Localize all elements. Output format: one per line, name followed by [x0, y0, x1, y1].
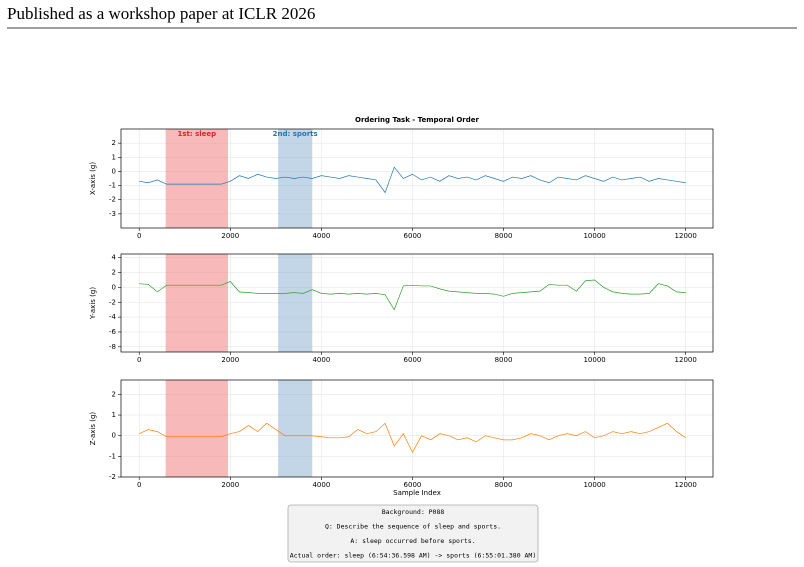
caption-line: Background: P088 — [382, 508, 445, 516]
caption-box — [287, 504, 539, 563]
shaded-span — [278, 380, 313, 477]
caption-line: Actual order: sleep (6:54:36.598 AM) -> … — [290, 552, 537, 560]
x-tick-label: 4000 — [312, 481, 330, 489]
y-tick-label: -2 — [109, 473, 116, 481]
x-axis-label: Sample Index — [393, 489, 441, 497]
y-tick-label: 0 — [112, 432, 116, 440]
data-line — [139, 422, 686, 453]
span-label: 1st: sleep — [177, 130, 216, 138]
x-tick-label: 8000 — [495, 232, 513, 240]
x-tick-label: 6000 — [404, 356, 422, 364]
y-tick-label: 2 — [112, 139, 116, 147]
y-tick-label: -2 — [109, 298, 116, 306]
y-tick-label: -1 — [109, 182, 116, 190]
y-tick-label: 1 — [112, 153, 116, 161]
x-tick-label: 12000 — [675, 481, 697, 489]
chart-title: Ordering Task - Temporal Order — [355, 116, 480, 124]
data-line — [139, 279, 686, 311]
caption-line: A: sleep occurred before sports. — [350, 537, 475, 545]
x-tick-label: 2000 — [221, 481, 239, 489]
y-tick-label: 0 — [112, 283, 116, 291]
y-axis-label: Y-axis (g) — [89, 287, 97, 320]
x-tick-label: 10000 — [583, 481, 605, 489]
caption-line: Q: Describe the sequence of sleep and sp… — [325, 523, 501, 531]
y-tick-label: 1 — [112, 411, 116, 419]
data-line — [139, 166, 686, 194]
plot-frame — [120, 379, 714, 478]
shaded-span — [165, 380, 229, 477]
y-tick-label: 2 — [112, 390, 116, 398]
y-tick-label: -2 — [109, 196, 116, 204]
x-tick-label: 2000 — [221, 232, 239, 240]
x-tick-label: 0 — [137, 481, 141, 489]
shaded-span — [165, 254, 229, 352]
shaded-span — [165, 129, 229, 228]
x-tick-label: 8000 — [495, 356, 513, 364]
y-tick-label: 4 — [112, 254, 117, 262]
x-tick-label: 8000 — [495, 481, 513, 489]
y-tick-label: 0 — [112, 167, 116, 175]
plot-frame — [120, 128, 714, 229]
y-tick-label: -1 — [109, 452, 116, 460]
x-tick-label: 10000 — [583, 356, 605, 364]
y-axis-label: X-axis (g) — [89, 162, 97, 195]
y-tick-label: -3 — [109, 210, 116, 218]
plot-frame — [120, 253, 714, 353]
y-tick-label: 2 — [112, 269, 116, 277]
x-tick-label: 4000 — [312, 356, 330, 364]
x-tick-label: 6000 — [404, 232, 422, 240]
y-tick-label: -8 — [109, 343, 116, 351]
header: Published as a workshop paper at ICLR 20… — [7, 4, 315, 23]
shaded-span — [278, 254, 313, 352]
x-tick-label: 10000 — [583, 232, 605, 240]
y-tick-label: -6 — [109, 328, 117, 336]
y-axis-label: Z-axis (g) — [89, 412, 97, 446]
y-tick-label: -4 — [109, 313, 117, 321]
x-tick-label: 12000 — [675, 356, 697, 364]
x-tick-label: 4000 — [312, 232, 330, 240]
span-label: 2nd: sports — [273, 130, 318, 138]
x-tick-label: 0 — [137, 356, 141, 364]
x-tick-label: 0 — [137, 232, 141, 240]
x-tick-label: 12000 — [675, 232, 697, 240]
x-tick-label: 2000 — [221, 356, 239, 364]
x-tick-label: 6000 — [404, 481, 422, 489]
